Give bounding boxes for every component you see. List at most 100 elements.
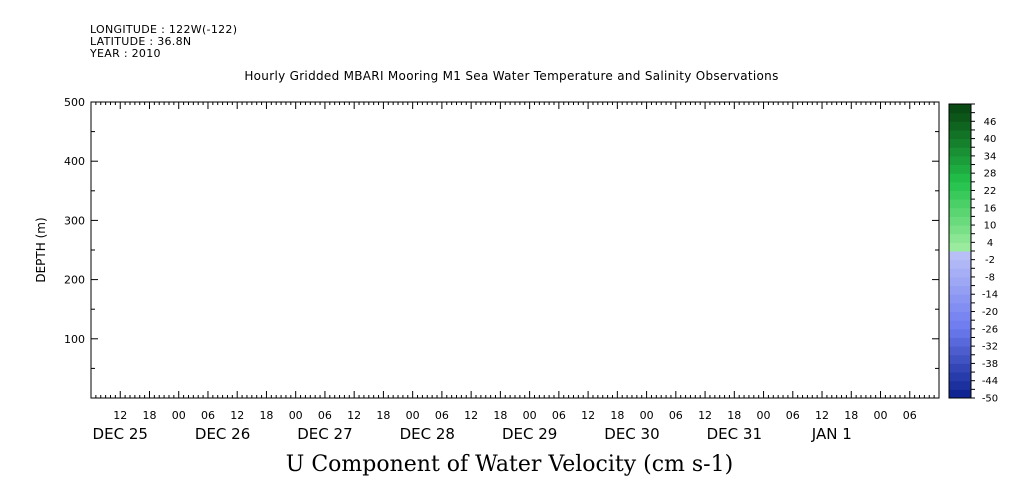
colorbar-label: 22 [984, 186, 997, 197]
x-tick-label: 06 [435, 409, 449, 422]
x-day-label: DEC 31 [707, 425, 762, 443]
colorbar-swatch [949, 242, 971, 252]
colorbar-swatch [949, 233, 971, 243]
colorbar-label: -44 [982, 376, 998, 387]
x-day-label: DEC 28 [400, 425, 455, 443]
colorbar-swatch [949, 259, 971, 269]
x-axis-label: U Component of Water Velocity (cm s-1) [285, 452, 734, 477]
x-tick-label: 00 [640, 409, 654, 422]
x-day-label: DEC 30 [604, 425, 659, 443]
colorbar-label: 4 [987, 238, 993, 249]
x-tick-label: 00 [757, 409, 771, 422]
chart-title: Hourly Gridded MBARI Mooring M1 Sea Wate… [244, 69, 779, 83]
x-tick-label: 12 [113, 409, 127, 422]
y-tick-label: 400 [64, 155, 85, 168]
colorbar-swatch [949, 121, 971, 131]
plot-frame [90, 101, 940, 399]
colorbar-label: 16 [984, 203, 997, 214]
colorbar-swatch [949, 147, 971, 157]
colorbar-label: -14 [982, 290, 998, 301]
latitude-label: LATITUDE : 36.8N [90, 35, 192, 48]
x-tick-label: 18 [376, 409, 390, 422]
y-axis-label: DEPTH (m) [34, 217, 48, 282]
x-day-label: JAN 1 [811, 425, 852, 443]
colorbar-label: -20 [982, 307, 998, 318]
x-tick-label: 12 [698, 409, 712, 422]
x-tick-label: 18 [142, 409, 156, 422]
x-day-label: DEC 25 [93, 425, 148, 443]
x-day-label: DEC 26 [195, 425, 250, 443]
colorbar-swatch [949, 294, 971, 304]
y-tick-label: 100 [64, 333, 85, 346]
x-tick-label: 06 [903, 409, 917, 422]
colorbar-swatch [949, 173, 971, 183]
x-tick-label: 06 [669, 409, 683, 422]
colorbar-swatch [949, 112, 971, 122]
colorbar-swatch [949, 181, 971, 191]
colorbar-label: -8 [985, 272, 995, 283]
x-tick-label: 18 [727, 409, 741, 422]
colorbar-swatch [949, 129, 971, 140]
x-tick-label: 00 [406, 409, 420, 422]
x-tick-label: 12 [464, 409, 478, 422]
colorbar-swatch [949, 225, 971, 235]
colorbar-swatch [949, 207, 971, 217]
year-label: YEAR : 2010 [90, 47, 161, 60]
colorbar-label: 28 [984, 169, 997, 180]
x-tick-label: 18 [493, 409, 507, 422]
y-tick-label: 200 [64, 274, 85, 287]
colorbar-swatch [949, 320, 971, 330]
x-tick-label: 12 [581, 409, 595, 422]
x-tick-label: 06 [786, 409, 800, 422]
colorbar-label: -38 [982, 359, 998, 370]
colorbar-swatch [949, 138, 971, 148]
colorbar-swatch [949, 363, 971, 373]
x-tick-label: 18 [610, 409, 624, 422]
colorbar-swatch [949, 164, 971, 174]
x-tick-label: 00 [172, 409, 186, 422]
colorbar-swatch [949, 104, 971, 114]
x-day-label: DEC 27 [297, 425, 352, 443]
colorbar-swatch [949, 276, 971, 287]
colorbar-label: 40 [984, 134, 997, 145]
longitude-label: LONGITUDE : 122W(-122) [90, 23, 238, 36]
colorbar-swatch [949, 216, 971, 226]
y-tick-label: 300 [64, 214, 85, 227]
colorbar-label: -2 [985, 255, 995, 266]
colorbar-swatch [949, 354, 971, 364]
colorbar-swatch [949, 268, 971, 278]
x-tick-label: 18 [844, 409, 858, 422]
x-tick-label: 12 [230, 409, 244, 422]
colorbar-swatch [949, 389, 971, 399]
colorbar-swatch [949, 155, 971, 166]
colorbar-swatch [949, 251, 971, 261]
x-tick-label: 06 [318, 409, 332, 422]
colorbar-label: 34 [984, 151, 997, 162]
colorbar-swatch [949, 346, 971, 356]
x-day-label: DEC 29 [502, 425, 557, 443]
colorbar-swatch [949, 199, 971, 209]
x-tick-label: 06 [201, 409, 215, 422]
colorbar-label: 10 [984, 221, 997, 232]
colorbar-swatch [949, 285, 971, 295]
colorbar-label: -26 [982, 324, 998, 335]
colorbar-swatch [949, 302, 971, 313]
x-tick-label: 18 [259, 409, 273, 422]
colorbar-label: 46 [984, 117, 997, 128]
x-tick-label: 00 [289, 409, 303, 422]
colorbar-swatch [949, 372, 971, 382]
colorbar-label: -50 [982, 394, 998, 405]
colorbar-swatch [949, 337, 971, 347]
colorbar-swatch [949, 311, 971, 321]
colorbar-label: -32 [982, 342, 998, 353]
colorbar-swatch [949, 328, 971, 338]
x-tick-label: 12 [815, 409, 829, 422]
x-tick-label: 00 [523, 409, 537, 422]
colorbar-swatch [949, 380, 971, 390]
colorbar-swatch [949, 190, 971, 200]
x-tick-label: 00 [874, 409, 888, 422]
y-tick-label: 500 [64, 96, 85, 109]
x-tick-label: 06 [552, 409, 566, 422]
x-tick-label: 12 [347, 409, 361, 422]
